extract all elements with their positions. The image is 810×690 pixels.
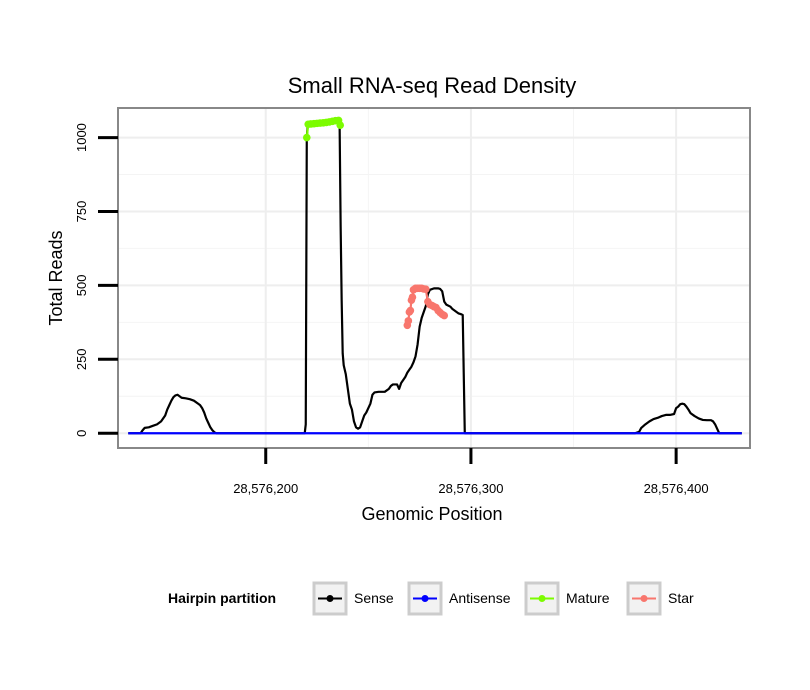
y-axis: 0 250 500 750 1000 — [74, 123, 118, 437]
x-axis-title: Genomic Position — [361, 504, 502, 524]
series-point-star-5 — [408, 293, 417, 302]
y-tick-label-2: 500 — [74, 275, 89, 297]
y-axis-title: Total Reads — [46, 230, 66, 325]
series-point-mature-12 — [336, 121, 345, 129]
series-layer — [128, 116, 742, 435]
series-point-star-3 — [406, 306, 415, 315]
legend-label-antisense: Antisense — [449, 590, 511, 606]
legend-label-mature: Mature — [566, 590, 610, 606]
legend-title: Hairpin partition — [168, 590, 276, 606]
legend-dot-star — [640, 595, 648, 602]
plot-panel — [118, 108, 750, 448]
series-line-sense — [128, 119, 742, 435]
x-axis: 28,576,200 28,576,300 28,576,400 — [233, 448, 709, 496]
plot-background — [118, 108, 750, 448]
legend: Hairpin partition Sense Antisense Mature St… — [168, 581, 694, 616]
legend-item-antisense: Antisense — [407, 581, 511, 616]
legend-dot-mature — [538, 595, 546, 602]
series-point-star-21 — [440, 311, 449, 320]
plot-border — [117, 107, 751, 449]
legend-item-sense: Sense — [312, 581, 394, 616]
legend-item-mature: Mature — [524, 581, 610, 616]
chart-title: Small RNA-seq Read Density — [288, 73, 577, 98]
series-point-star-12 — [421, 285, 430, 294]
series-point-mature-0 — [302, 133, 311, 142]
x-tick-label-0: 28,576,200 — [233, 481, 298, 496]
legend-item-star: Star — [626, 581, 694, 616]
series-point-star-1 — [404, 317, 413, 325]
legend-label-star: Star — [668, 590, 694, 606]
x-tick-label-1: 28,576,300 — [438, 481, 503, 496]
legend-dot-antisense — [421, 595, 429, 602]
y-tick-label-0: 0 — [74, 430, 89, 437]
y-tick-label-1: 250 — [74, 348, 89, 370]
y-tick-label-4: 1000 — [74, 123, 89, 152]
y-tick-label-3: 750 — [74, 201, 89, 223]
x-tick-label-2: 28,576,400 — [644, 481, 709, 496]
legend-dot-sense — [326, 595, 334, 602]
legend-label-sense: Sense — [354, 590, 394, 606]
